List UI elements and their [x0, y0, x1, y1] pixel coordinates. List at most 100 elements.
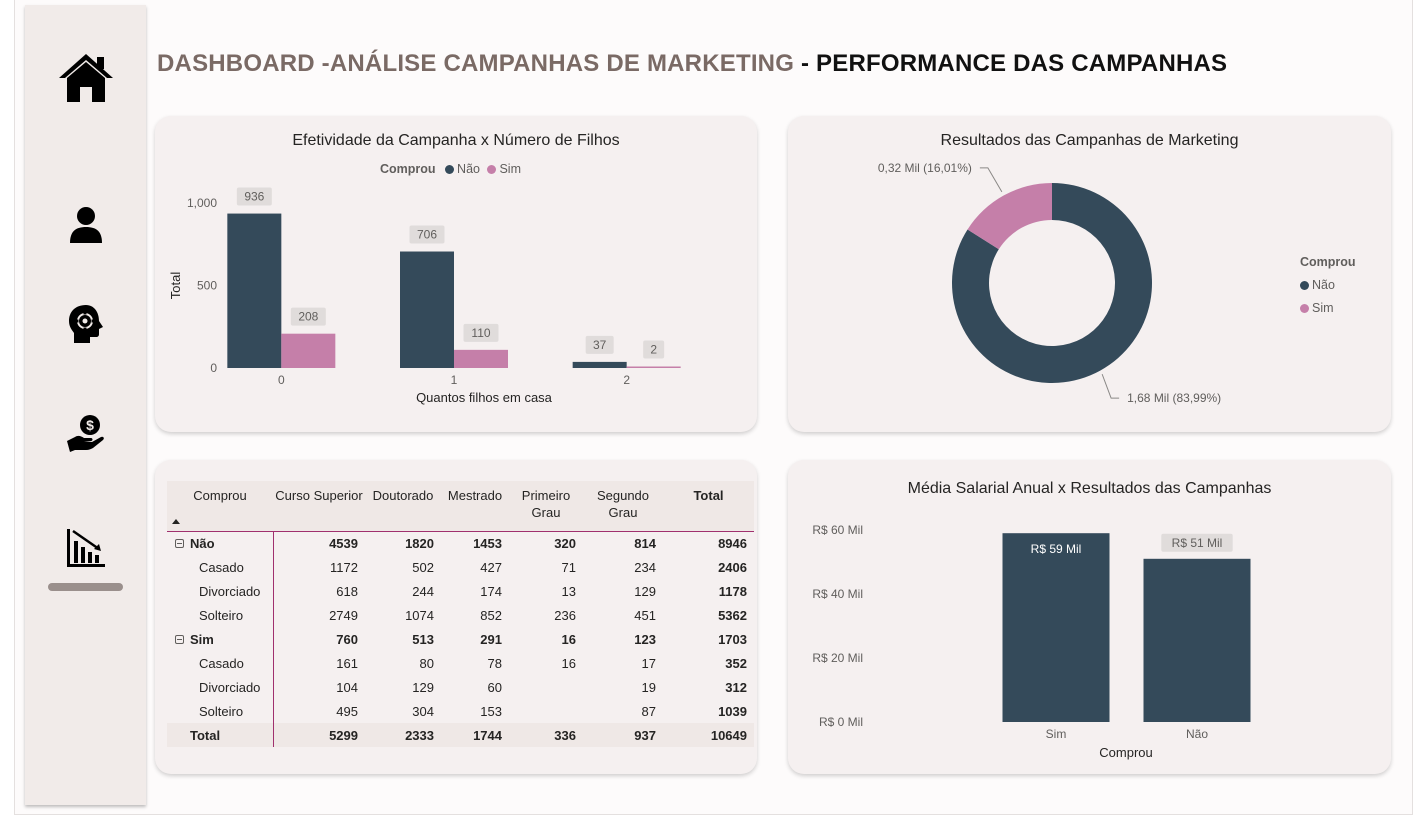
matrix-cell: 8946 — [718, 535, 747, 551]
legend-label-sim: Sim — [499, 162, 521, 176]
matrix-col-header[interactable]: Segundo Grau — [596, 488, 650, 520]
data-label: 706 — [417, 228, 437, 242]
donut-legend-item-sim[interactable]: Sim — [1300, 297, 1362, 320]
matrix-cell: 2749 — [329, 607, 358, 623]
sort-ascending-icon[interactable] — [172, 519, 180, 524]
data-label: R$ 59 Mil — [1031, 542, 1082, 556]
matrix-col-header[interactable]: Mestrado — [447, 488, 503, 503]
matrix-cell — [509, 675, 583, 699]
nav-profile-button[interactable] — [25, 205, 146, 245]
salary-chart-title: Média Salarial Anual x Resultados das Ca… — [907, 480, 1272, 497]
bar-sim — [626, 366, 681, 368]
nav-behavior-button[interactable] — [25, 303, 146, 345]
y-tick-label: 0 — [210, 361, 217, 375]
matrix-group-row: Sim 760 513 291 16 123 1703 — [167, 627, 754, 651]
matrix-cell: 71 — [561, 559, 576, 575]
matrix-cell: 502 — [412, 559, 434, 575]
y-tick-label: 500 — [197, 279, 217, 293]
donut-legend-item-nao[interactable]: Não — [1300, 274, 1362, 297]
legend-item-sim[interactable]: Sim — [487, 162, 521, 176]
nav-performance-button[interactable] — [25, 527, 146, 569]
donut-legend-title: Comprou — [1300, 255, 1356, 269]
matrix-row-label-text: Divorciado — [199, 583, 261, 599]
matrix-row-label-text: Solteiro — [199, 703, 244, 719]
matrix-row: Casado 161 80 78 16 17 352 — [167, 651, 754, 675]
svg-text:$: $ — [86, 417, 94, 433]
matrix-row-label[interactable]: Não — [167, 531, 274, 555]
matrix-cell: 10649 — [710, 727, 747, 743]
matrix-cell: 1039 — [718, 703, 747, 719]
matrix-row-label: Total — [167, 723, 274, 747]
matrix-row-label-text: Sim — [190, 631, 214, 647]
matrix-cell: 1074 — [405, 607, 434, 623]
matrix-cell: 4539 — [329, 535, 358, 551]
matrix-cell: 174 — [480, 583, 502, 599]
x-tick-label: 0 — [278, 373, 285, 387]
matrix-row-label: Casado — [167, 651, 274, 675]
data-label: 208 — [298, 310, 318, 324]
matrix-row-header[interactable]: Comprou — [167, 481, 273, 531]
donut-slice-sim — [967, 183, 1052, 250]
legend-swatch-sim — [487, 165, 497, 174]
matrix-col-header[interactable]: Doutorado — [372, 488, 434, 503]
data-label-bg — [463, 323, 499, 342]
matrix-row-label[interactable]: Sim — [167, 627, 274, 651]
user-icon — [69, 207, 102, 243]
matrix-cell: 129 — [634, 583, 656, 599]
money-hand-icon: $ — [66, 415, 104, 452]
matrix-cell: 123 — [634, 631, 656, 647]
matrix-cell: 104 — [336, 679, 358, 695]
matrix-cell: 5362 — [718, 607, 747, 623]
matrix-cell: 427 — [480, 559, 502, 575]
matrix-cell: 87 — [641, 703, 656, 719]
data-label-bg — [409, 225, 445, 244]
legend-item-nao[interactable]: Não — [445, 162, 480, 176]
matrix-cell: 129 — [412, 679, 434, 695]
donut-slice-nao — [952, 183, 1152, 383]
matrix-total-row: Total 5299 2333 1744 336 937 10649 — [167, 723, 754, 747]
chart-down-icon — [66, 529, 105, 567]
data-label-bg — [643, 340, 665, 359]
matrix-cell: 291 — [480, 631, 502, 647]
matrix-cell: 5299 — [329, 727, 358, 743]
matrix-cell: 495 — [336, 703, 358, 719]
matrix-row-label-text: Casado — [199, 655, 244, 671]
data-label-bg — [585, 335, 614, 354]
y-tick-label: 1,000 — [187, 196, 217, 210]
bar-nao — [400, 251, 454, 368]
matrix-col-header[interactable]: Primeiro Grau — [521, 488, 571, 520]
matrix-row-label-text: Solteiro — [199, 607, 244, 623]
matrix-row-label: Divorciado — [167, 579, 274, 603]
matrix-cell: 1744 — [473, 727, 502, 743]
matrix-header-row: Comprou Curso Superior Doutorado Mestrad… — [167, 481, 754, 531]
home-icon — [58, 54, 113, 102]
donut-legend-swatch-sim — [1300, 304, 1309, 313]
matrix-row-label: Divorciado — [167, 675, 274, 699]
matrix-col-header[interactable]: Curso Superior — [275, 488, 363, 503]
head-gear-icon — [68, 305, 103, 343]
legend-swatch-nao — [445, 165, 455, 174]
y-tick-label: R$ 0 Mil — [819, 715, 863, 729]
matrix-row-header-label: Comprou — [193, 488, 247, 503]
matrix-col-header-total[interactable]: Total — [693, 488, 724, 503]
nav-home-button[interactable] — [25, 51, 146, 105]
matrix-cell: 1820 — [405, 535, 434, 551]
donut-data-label: 0,32 Mil (16,01%) — [878, 161, 972, 175]
matrix-cell: 352 — [725, 655, 747, 671]
donut-data-label: 1,68 Mil (83,99%) — [1127, 391, 1221, 405]
bar-nao — [572, 361, 627, 368]
data-label: 936 — [244, 190, 264, 204]
matrix-row-label-text: Casado — [199, 559, 244, 575]
legend-label-nao: Não — [457, 162, 480, 176]
collapse-icon[interactable] — [175, 538, 184, 548]
collapse-icon[interactable] — [175, 634, 184, 644]
x-tick-label: 1 — [451, 373, 458, 387]
matrix-cell: 2406 — [718, 559, 747, 575]
nav-finance-button[interactable]: $ — [25, 413, 146, 453]
matrix-cell: 937 — [634, 727, 656, 743]
matrix-cell: 16 — [561, 631, 576, 647]
matrix-cell: 80 — [419, 655, 434, 671]
matrix-cell: 814 — [634, 535, 656, 551]
data-label: 2 — [650, 343, 657, 357]
data-label-bg — [236, 187, 272, 206]
